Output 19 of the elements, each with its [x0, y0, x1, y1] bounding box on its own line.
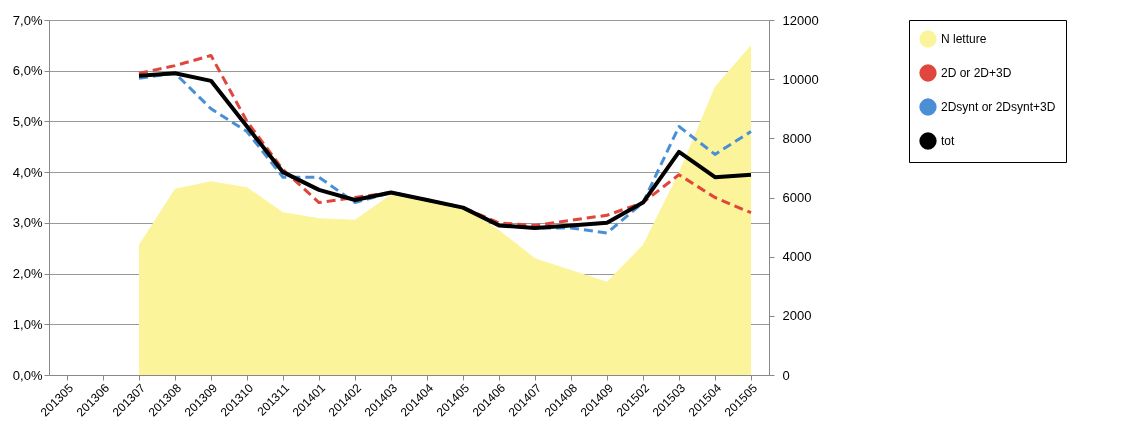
y-tick-label: 3,0%	[12, 215, 43, 231]
y-tick-label: 5,0%	[12, 113, 43, 129]
legend-label: 2Dsynt or 2Dsynt+3D	[941, 100, 1056, 114]
y2-tick-label: 6000	[782, 190, 812, 205]
y-tick-label: 4,0%	[12, 164, 43, 180]
y2-tick-label: 0	[782, 367, 790, 383]
y-tick-label: 6,0%	[12, 63, 43, 79]
y-tick-label: 2,0%	[12, 266, 43, 282]
y2-tick-label: 10000	[782, 71, 819, 87]
legend-label: 2D or 2D+3D	[941, 66, 1012, 80]
y-tick-label: 7,0%	[12, 12, 43, 28]
y2-tick-label: 2000	[782, 308, 812, 324]
legend-label: N letture	[941, 32, 987, 46]
legend-label: tot	[941, 134, 956, 148]
y2-tick-label: 8000	[782, 130, 812, 146]
y2-tick-label: 12000	[782, 12, 819, 28]
y2-tick-label: 4000	[782, 249, 812, 265]
y-tick-label: 0,0%	[12, 367, 43, 383]
y-tick-label: 1,0%	[12, 316, 43, 332]
